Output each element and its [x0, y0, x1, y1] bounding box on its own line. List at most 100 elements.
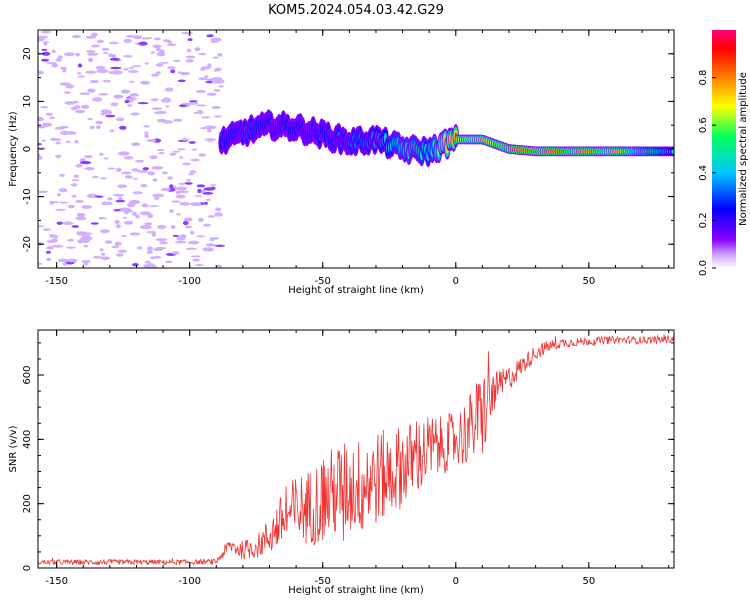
noise-mark: [121, 171, 132, 175]
noise-mark: [129, 93, 140, 97]
noise-mark: [110, 66, 122, 70]
noise-mark: [162, 120, 174, 124]
noise-mark: [152, 44, 162, 49]
noise-mark: [115, 199, 126, 203]
noise-mark: [142, 167, 149, 171]
noise-mark: [83, 244, 89, 248]
noise-mark: [151, 73, 159, 77]
noise-mark: [105, 114, 116, 118]
noise-mark: [95, 195, 104, 198]
noise-mark: [101, 47, 110, 51]
y-tick-label: -10: [22, 188, 33, 204]
noise-mark: [70, 183, 78, 187]
noise-mark: [125, 35, 136, 38]
noise-mark: [123, 220, 134, 225]
noise-mark: [83, 155, 93, 159]
noise-mark: [66, 258, 78, 263]
noise-mark: [178, 104, 187, 108]
noise-mark: [204, 138, 217, 142]
noise-mark: [206, 128, 212, 133]
noise-mark: [196, 184, 206, 188]
noise-mark: [38, 117, 45, 122]
noise-mark: [120, 89, 131, 94]
y-tick-label: 0: [22, 565, 33, 571]
noise-mark: [147, 213, 154, 219]
noise-mark: [179, 202, 191, 206]
noise-mark: [75, 52, 80, 57]
noise-mark: [175, 194, 186, 199]
colorbar: 0.0 0.2 0.4 0.6 0.8 Normalized spectral ampl…: [698, 30, 749, 276]
noise-mark: [133, 177, 138, 180]
noise-mark: [85, 70, 97, 74]
noise-mark: [111, 70, 123, 75]
noise-mark: [38, 225, 45, 228]
x-tick-label: 50: [582, 576, 595, 587]
noise-mark: [138, 41, 148, 46]
noise-mark: [100, 256, 111, 260]
noise-mark: [101, 252, 106, 256]
noise-mark: [71, 179, 80, 182]
noise-mark: [172, 234, 179, 237]
noise-mark: [207, 63, 212, 68]
noise-mark: [175, 186, 188, 191]
noise-mark: [178, 182, 185, 185]
noise-mark: [55, 58, 62, 62]
noise-mark: [215, 264, 223, 268]
noise-mark: [51, 63, 58, 68]
noise-mark: [183, 217, 193, 222]
noise-mark: [40, 106, 49, 109]
noise-mark: [141, 203, 149, 208]
noise-mark: [40, 30, 52, 34]
bottom-x-axis-label: Height of straight line (km): [288, 585, 424, 596]
noise-mark: [187, 38, 193, 42]
noise-mark: [81, 260, 91, 263]
noise-mark: [46, 62, 57, 64]
noise-mark: [41, 139, 47, 142]
noise-mark: [179, 71, 190, 76]
noise-mark: [148, 171, 155, 176]
noise-mark: [211, 105, 221, 110]
noise-mark: [126, 202, 136, 208]
noise-mark: [177, 71, 182, 74]
noise-mark: [114, 219, 120, 224]
noise-mark: [204, 125, 217, 130]
noise-mark: [195, 89, 206, 94]
noise-mark: [87, 117, 93, 121]
noise-mark: [129, 232, 141, 236]
noise-mark: [86, 50, 96, 53]
noise-mark: [102, 79, 112, 83]
noise-mark: [136, 169, 148, 173]
noise-mark: [38, 35, 48, 39]
colorbar-tick-label: 0.0: [698, 260, 709, 276]
noise-mark: [83, 262, 89, 266]
noise-mark: [189, 100, 198, 103]
noise-mark: [74, 140, 79, 144]
noise-mark: [75, 109, 85, 114]
noise-mark: [211, 81, 223, 84]
noise-mark: [107, 197, 113, 201]
noise-mark: [57, 55, 63, 59]
noise-mark: [156, 224, 167, 229]
noise-mark: [115, 167, 122, 172]
noise-mark: [150, 265, 157, 268]
noise-mark: [165, 87, 174, 92]
noise-mark: [75, 216, 87, 221]
noise-mark: [100, 177, 107, 180]
noise-mark: [205, 198, 212, 201]
noise-mark: [198, 52, 207, 56]
noise-mark: [38, 155, 43, 160]
noise-mark: [204, 75, 209, 78]
noise-mark: [38, 262, 42, 266]
x-tick-label: -150: [45, 576, 68, 587]
noise-mark: [45, 250, 51, 254]
noise-mark: [124, 175, 133, 179]
noise-mark: [43, 228, 51, 232]
noise-mark: [123, 156, 134, 160]
noise-mark: [38, 190, 49, 194]
noise-mark: [75, 200, 84, 203]
noise-mark: [186, 178, 191, 182]
snr-series-line: [38, 334, 674, 566]
noise-mark: [189, 170, 197, 174]
